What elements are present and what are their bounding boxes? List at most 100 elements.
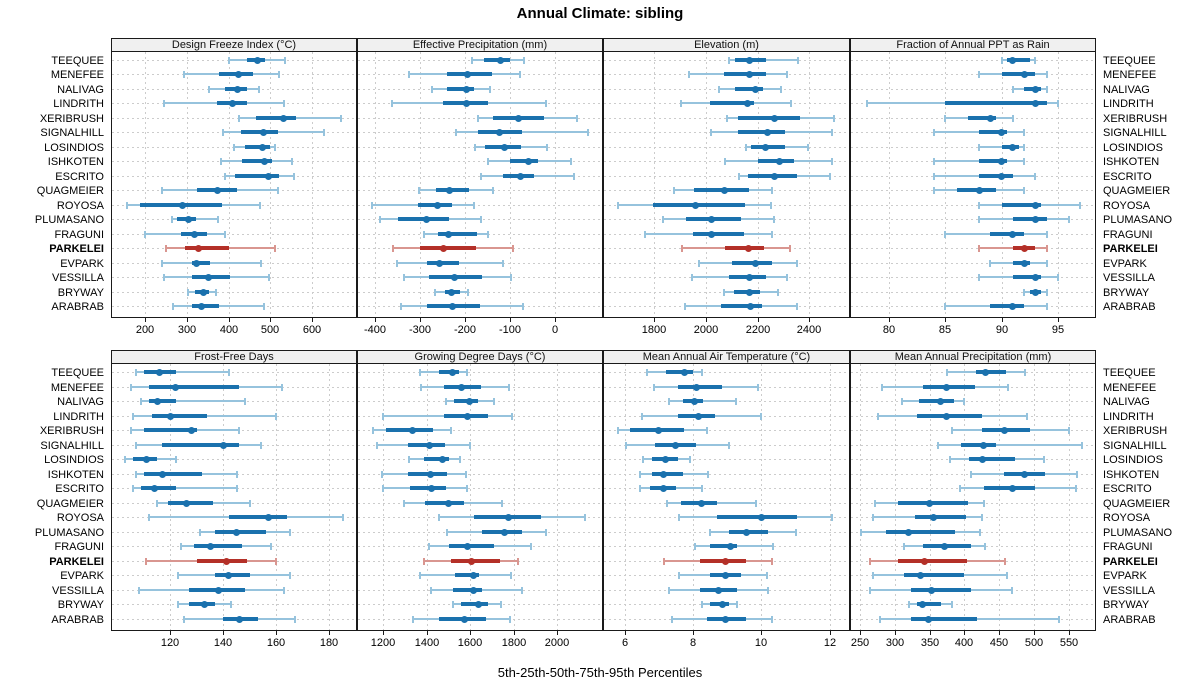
whisker-cap <box>698 259 701 267</box>
median-dot <box>233 528 241 536</box>
iqr-bar <box>919 399 954 404</box>
whisker-cap <box>267 274 270 282</box>
row-label: ROYOSA <box>56 199 104 212</box>
whisker-cap <box>688 71 691 79</box>
whisker-cap <box>865 100 868 108</box>
gridline-h <box>112 459 356 460</box>
gridline-h <box>358 488 602 489</box>
iqr-bar <box>903 573 964 578</box>
whisker-cap <box>418 369 421 376</box>
whisker-cap <box>230 601 233 609</box>
panel: Elevation (m) 1800 2000 2200 2400 <box>603 38 850 342</box>
whisker-cap <box>161 259 164 267</box>
whisker-cap <box>681 245 684 253</box>
tick-label: 8 <box>689 637 697 649</box>
median-dot <box>727 543 735 551</box>
row-label: ISHKOTEN <box>47 468 104 481</box>
gridline-v <box>1069 364 1070 630</box>
median-dot <box>253 57 261 64</box>
gridline-h <box>851 205 1095 206</box>
whisker-cap <box>1006 572 1009 580</box>
median-dot <box>998 172 1006 180</box>
tick-mark <box>895 631 896 635</box>
whisker-cap <box>156 499 159 507</box>
whisker-cap <box>770 616 773 623</box>
whisker-cap <box>933 129 936 137</box>
row-label: ROYOSA <box>1103 199 1151 212</box>
panel-plot <box>357 52 603 318</box>
whisker-cap <box>933 158 936 166</box>
whisker-cap <box>767 586 770 594</box>
median-dot <box>142 456 150 464</box>
whisker-cap <box>978 201 981 209</box>
row-label: LINDRITH <box>53 98 104 111</box>
gridline-h <box>358 292 602 293</box>
row-label: SIGNALHILL <box>40 439 104 452</box>
median-dot <box>694 412 702 420</box>
median-dot <box>191 230 199 238</box>
median-dot <box>449 303 457 310</box>
whisker-cap <box>949 456 952 464</box>
median-dot <box>692 383 700 391</box>
whisker-cap <box>174 456 177 464</box>
iqr-bar <box>969 457 1016 462</box>
gridline-h <box>851 147 1095 148</box>
median-dot <box>745 71 753 79</box>
median-dot <box>655 427 663 435</box>
row-label: LOSINDIOS <box>44 454 104 467</box>
median-dot <box>188 427 196 435</box>
panel-strip: Mean Annual Precipitation (mm) <box>850 350 1096 364</box>
whisker-cap <box>683 303 686 310</box>
whisker-cap <box>944 303 947 310</box>
tick-label: 400 <box>219 324 239 336</box>
whisker-cap <box>1011 85 1014 93</box>
whisker-cap <box>134 470 137 478</box>
row-label: ESCRITO <box>55 170 104 183</box>
tick-mark <box>427 631 428 635</box>
row-label: EVPARK <box>1103 570 1147 583</box>
median-dot <box>978 456 986 464</box>
gridline-v <box>1058 52 1059 317</box>
whisker-cap <box>959 485 962 493</box>
median-dot <box>192 259 200 267</box>
tick-label: 180 <box>319 637 339 649</box>
iqr-bar <box>917 602 942 607</box>
iqr-bar <box>1012 217 1047 222</box>
row-label: EVPARK <box>60 570 104 583</box>
whisker-cap <box>872 514 875 522</box>
whisker-cap <box>480 216 483 224</box>
gridline-v <box>223 364 224 630</box>
tick-label: 350 <box>920 637 940 649</box>
iqr-bar <box>215 529 266 534</box>
whisker-cap <box>933 187 936 195</box>
median-dot <box>219 441 227 449</box>
whisker-cap <box>491 187 494 195</box>
median-dot <box>1020 470 1028 478</box>
row-label: VESSILLA <box>52 584 104 597</box>
gridline-h <box>604 430 849 431</box>
iqr-bar <box>184 246 229 251</box>
whisker-cap <box>709 528 712 536</box>
panel-plot <box>111 52 357 318</box>
whisker-cap <box>545 100 548 108</box>
whisker-cap <box>466 288 469 296</box>
whisker-cap <box>979 528 982 536</box>
whisker-cap <box>1034 57 1037 64</box>
panel: Design Freeze Index (°C) 200 300 400 500 600 <box>111 38 357 342</box>
whisker-cap <box>499 601 502 609</box>
row-label: NALIVAG <box>1103 83 1150 96</box>
median-dot <box>1020 71 1028 79</box>
whisker-cap <box>163 274 166 282</box>
whisker-cap <box>198 528 201 536</box>
whisker-cap <box>382 412 385 420</box>
gridline-v <box>830 364 831 630</box>
whisker-cap <box>707 470 710 478</box>
tick-mark <box>514 631 515 635</box>
row-label: ISHKOTEN <box>1103 468 1160 481</box>
row-label: LINDRITH <box>53 410 104 423</box>
whisker-cap <box>137 586 140 594</box>
tick-mark <box>654 318 655 322</box>
whisker-cap <box>1075 470 1078 478</box>
tick-label: 1600 <box>457 637 483 649</box>
whisker-cap <box>182 616 185 623</box>
